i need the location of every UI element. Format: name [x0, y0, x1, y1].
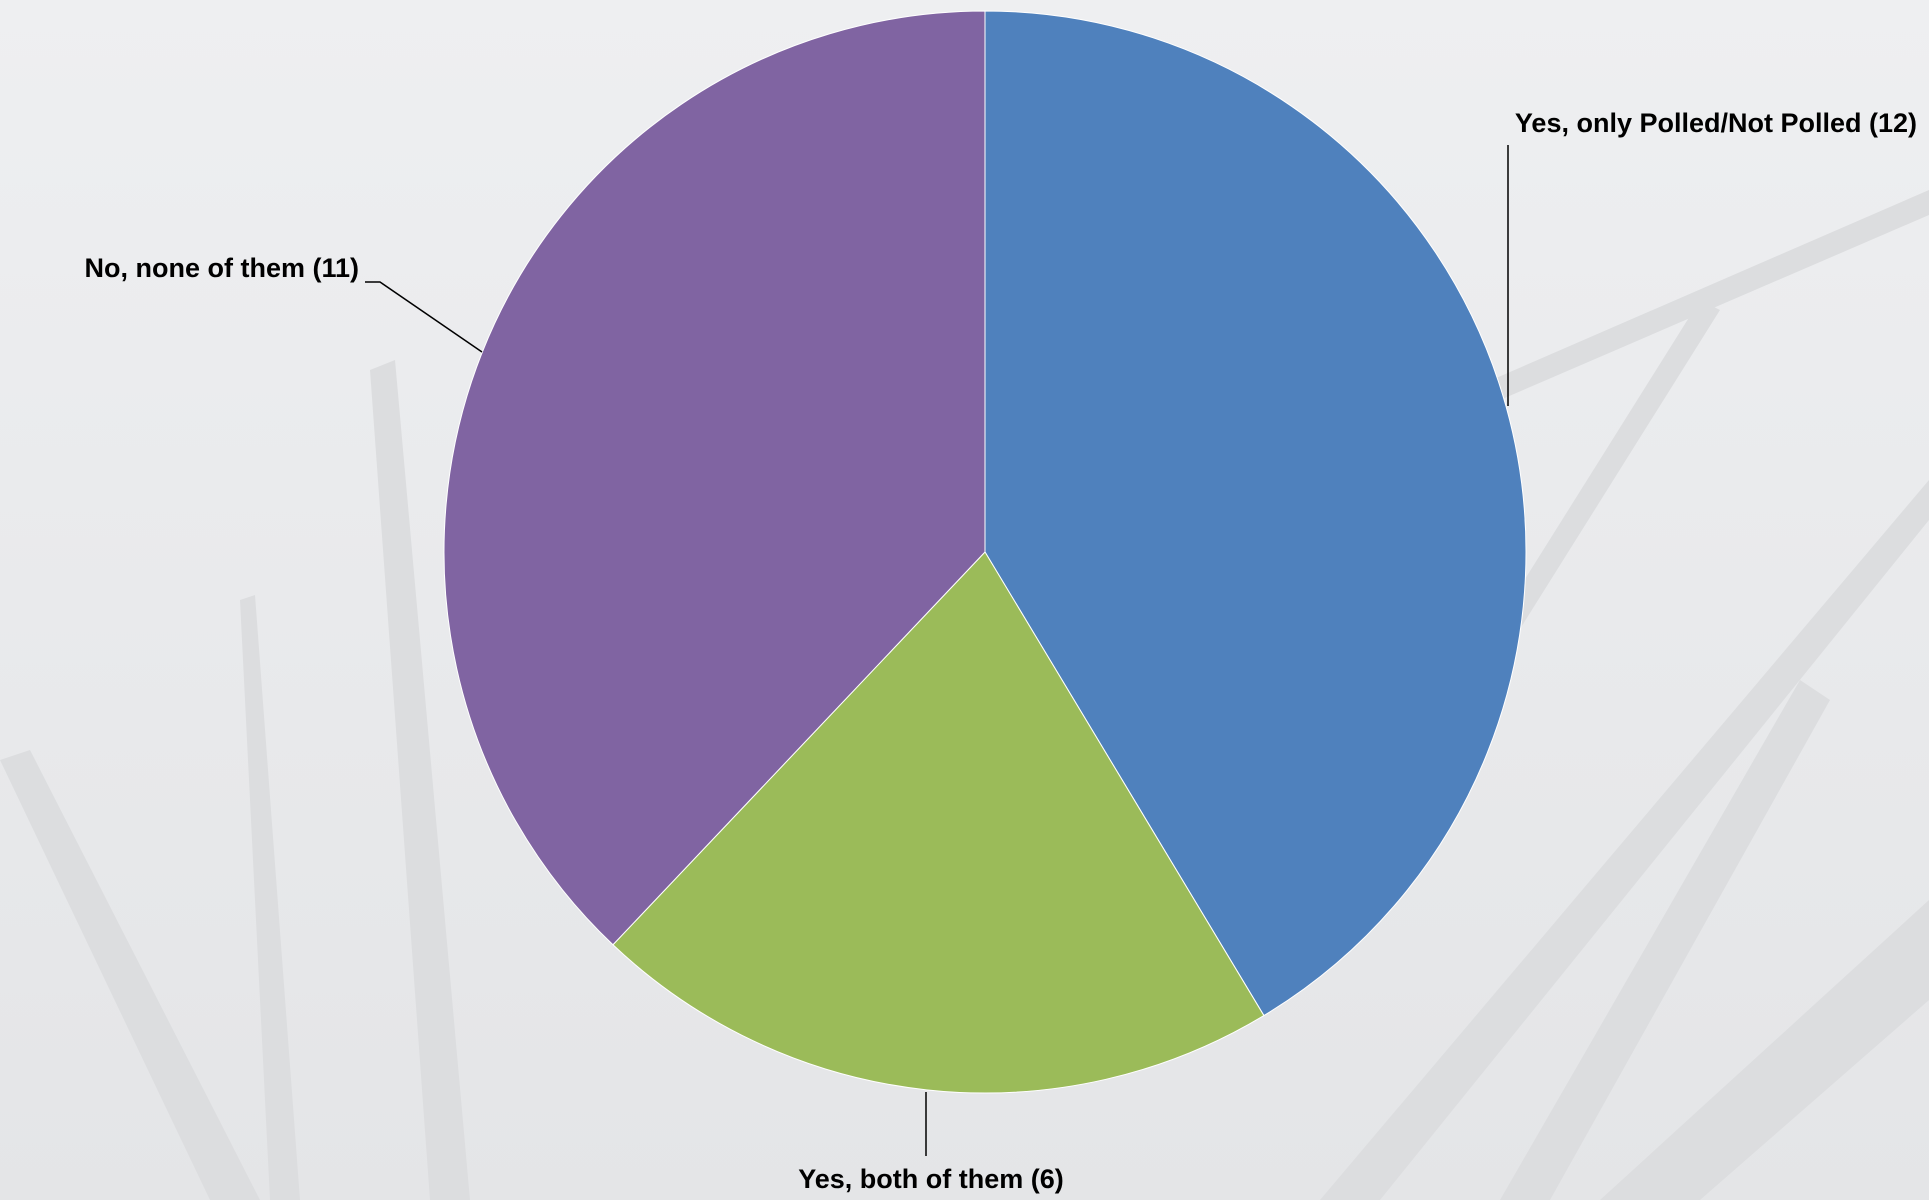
data-label: Yes, only Polled/Not Polled (12)	[1515, 108, 1917, 138]
pie	[443, 10, 1527, 1094]
data-label: Yes, both of them (6)	[798, 1164, 1064, 1194]
leader-line	[365, 281, 483, 353]
data-label: No, none of them (11)	[84, 253, 359, 283]
pie-slice	[612, 551, 1265, 1094]
pie-slice	[984, 10, 1527, 1017]
pie-slice	[443, 10, 986, 946]
